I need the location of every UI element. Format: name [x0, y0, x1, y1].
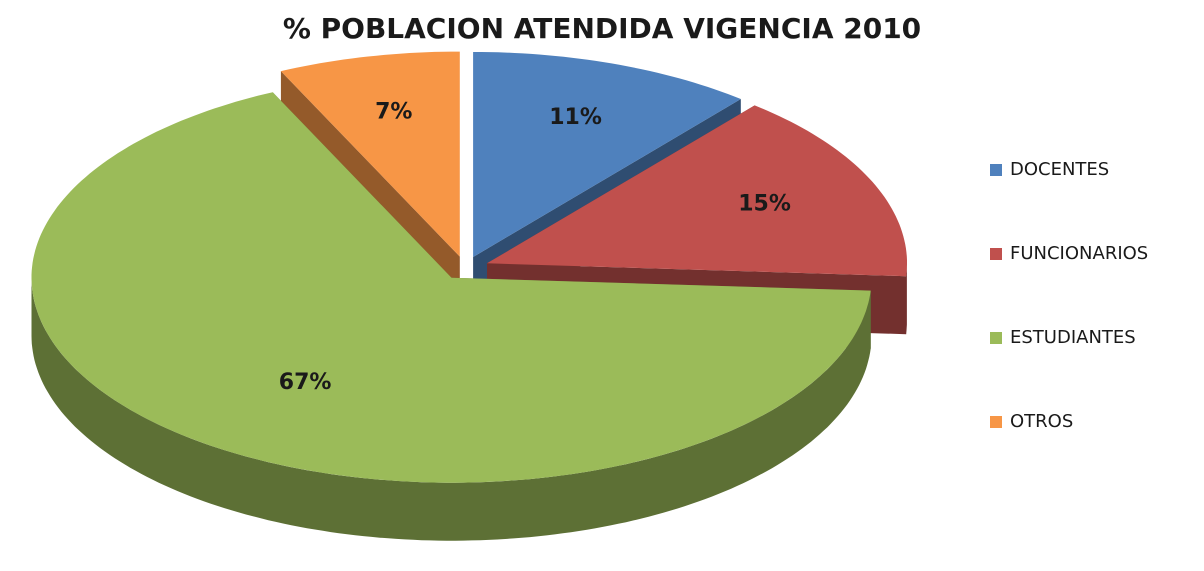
legend-swatch	[990, 332, 1002, 344]
slice-top	[280, 51, 460, 257]
data-label: 7%	[375, 100, 412, 125]
chart-title: % POBLACION ATENDIDA VIGENCIA 2010	[283, 12, 921, 45]
slice-wall	[31, 277, 871, 541]
slice-wall	[906, 263, 907, 335]
slice-top	[31, 92, 871, 483]
data-label: 67%	[279, 370, 332, 395]
slice	[487, 105, 907, 335]
legend-label: OTROS	[1010, 411, 1073, 432]
data-label: 11%	[549, 105, 602, 130]
slice	[31, 92, 871, 541]
slice-top	[473, 52, 741, 257]
legend-swatch	[990, 248, 1002, 260]
legend-swatch	[990, 164, 1002, 176]
legend-swatch	[990, 416, 1002, 428]
legend-label: DOCENTES	[1010, 159, 1109, 180]
data-label: 15%	[738, 192, 791, 217]
slice-top	[487, 105, 907, 277]
legend-label: ESTUDIANTES	[1010, 327, 1136, 348]
legend-label: FUNCIONARIOS	[1010, 243, 1148, 264]
